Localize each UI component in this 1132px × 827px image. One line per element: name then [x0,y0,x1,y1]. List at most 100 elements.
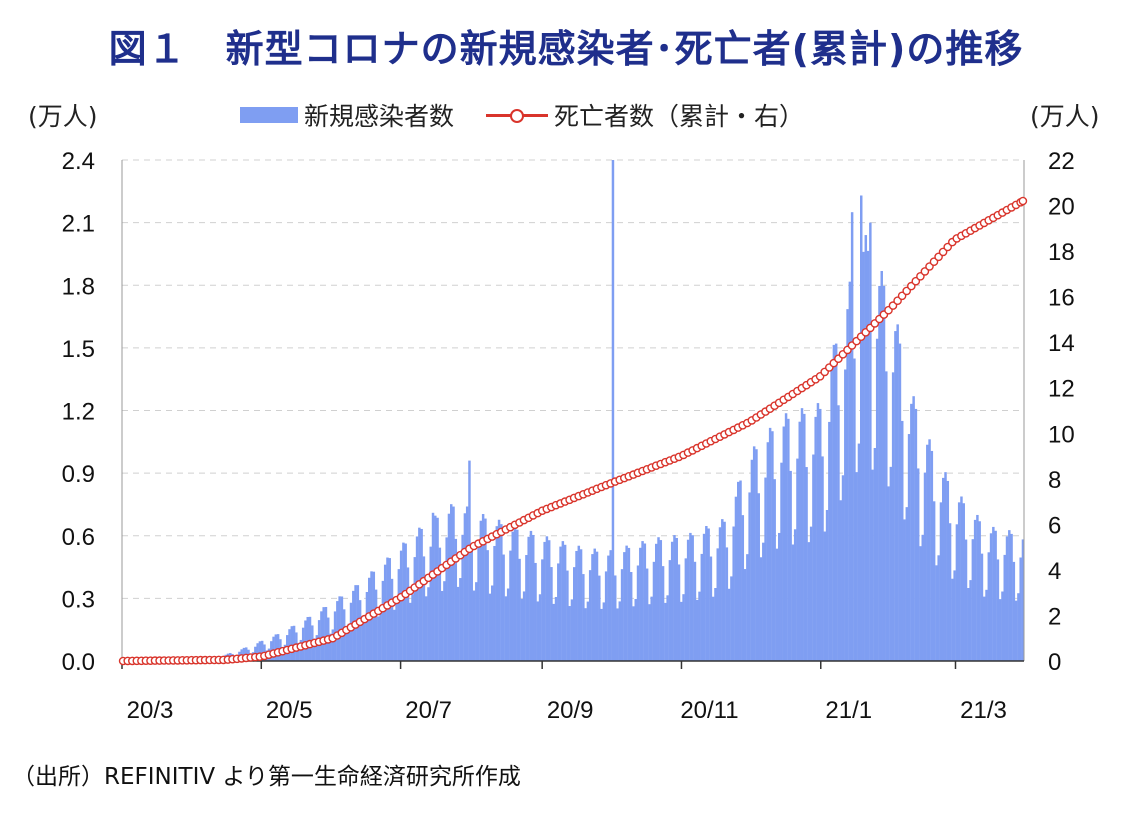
bar [812,454,815,661]
bar [805,467,808,661]
bar [953,570,956,661]
legend: 新規感染者数 死亡者数（累計・右） [240,97,836,133]
bar [336,601,339,661]
bar [513,525,517,661]
bar [752,446,756,661]
bar [557,563,560,661]
left-tick-label: 1.5 [62,336,95,363]
bar [634,599,637,661]
bar [928,439,931,661]
bar [661,566,665,661]
bar [652,561,656,661]
bar [484,518,487,661]
right-tick-label: 4 [1048,558,1061,585]
bar [750,459,754,661]
bar [324,606,328,661]
bar [680,601,683,661]
bar [272,636,275,661]
bar [377,616,380,661]
bar [796,458,799,661]
bar [481,514,485,661]
x-tick-label: 21/3 [960,697,1007,724]
bar [894,331,897,661]
bar [914,408,918,661]
bar [764,477,767,661]
bar [937,555,940,661]
bar [809,526,813,661]
bar [365,591,369,661]
bar [506,588,510,661]
bar [807,542,811,661]
bar [816,403,820,661]
bar [402,542,405,661]
bar [518,558,521,661]
bar [839,500,842,661]
bar [497,519,501,661]
bar [791,544,795,661]
bar [855,472,858,661]
bar [422,556,426,661]
bar [1012,561,1016,661]
source-note: （出所）REFINITIV より第一生命経済研究所作成 [12,764,521,790]
bar [707,528,710,661]
bar [361,622,364,661]
bar [871,469,874,661]
bar [438,547,442,661]
bar [862,251,865,661]
bar [538,594,542,661]
bar [274,634,278,661]
bar [584,608,587,661]
bar [502,554,505,661]
bar [618,601,622,661]
bar [491,585,494,661]
bar [516,529,519,661]
bar [814,416,817,661]
left-axis-unit: (万人) [28,102,98,131]
bar [256,643,259,661]
bar [381,580,385,661]
bar [800,408,804,661]
bar [743,569,747,661]
x-tick-label: 20/3 [127,697,174,724]
right-tick-label: 2 [1048,603,1061,630]
bar [616,608,619,661]
bar [477,541,480,661]
left-tick-label: 2.1 [62,211,95,238]
bar [830,370,833,661]
bar [424,596,428,661]
bar [705,526,708,661]
bar [689,532,692,661]
bar [570,599,574,661]
legend-item-new-cases: 新規感染者数 [240,97,454,133]
x-tick-label: 20/9 [547,697,594,724]
bar [379,609,382,661]
bar [643,543,647,661]
bar [919,546,922,661]
legend-bar-swatch [240,107,298,123]
bar [292,625,296,661]
bar [443,581,446,661]
bar [627,547,631,661]
bar [992,526,995,661]
bar [1019,557,1022,661]
bar [399,550,403,661]
right-tick-label: 14 [1048,330,1075,357]
bar [488,593,492,661]
bar [588,570,592,661]
bar [431,512,435,661]
bar [834,343,838,661]
bar [454,538,458,661]
bar [996,559,1000,661]
bar [709,556,713,661]
bar [821,456,824,661]
bar [798,421,801,661]
bar [445,537,448,661]
bar [967,588,970,661]
bar [470,544,473,661]
bar [926,444,929,661]
bar [787,418,790,661]
bar [648,604,651,661]
bar [511,531,514,661]
legend-item-deaths: 死亡者数（累計・右） [486,97,804,133]
bar [700,553,704,661]
